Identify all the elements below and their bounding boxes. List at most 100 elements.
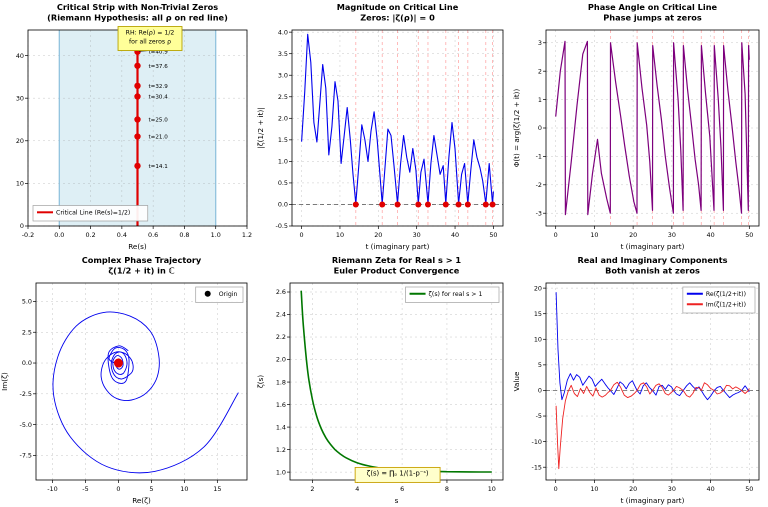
y-tick-label: 10 xyxy=(16,180,24,188)
zero-point xyxy=(134,133,141,140)
axes-frame xyxy=(35,282,248,481)
x-tick-label: 0.4 xyxy=(117,231,127,239)
zero-marker xyxy=(455,201,462,208)
zero-t-label: t=14.1 xyxy=(148,164,168,170)
legend-label: Origin xyxy=(219,291,238,298)
x-tick-label: 10 xyxy=(336,231,344,239)
x-tick-label: 1.0 xyxy=(211,231,221,239)
zero-point xyxy=(134,82,141,90)
y-tick-label: -5.0 xyxy=(20,421,32,429)
zero-marker xyxy=(464,201,471,208)
zeta-phase xyxy=(555,40,750,216)
y-tick-label: 2.6 xyxy=(276,288,286,296)
zero-t-label: t=30.4 xyxy=(148,94,168,100)
critical-strip-legend xyxy=(32,205,149,222)
x-axis-label: s xyxy=(395,496,399,505)
y-tick-label: 15 xyxy=(534,310,542,318)
components-title: Real and Imaginary Components xyxy=(577,255,727,265)
legend-marker xyxy=(204,290,211,297)
annotation-box xyxy=(354,466,441,483)
x-tick-label: 20 xyxy=(374,231,382,239)
origin-marker xyxy=(113,358,123,368)
y-tick-label: -2 xyxy=(536,181,542,189)
x-tick-label: 50 xyxy=(745,485,753,493)
zero-t-label: t=37.6 xyxy=(148,64,168,70)
critical-strip-plot: t=43.3t=40.9t=37.6t=32.9t=30.4t=25.0t=21… xyxy=(0,0,256,253)
legend-label: ζ(s) for real s > 1 xyxy=(429,291,483,298)
y-tick-label: 3.0 xyxy=(278,71,288,79)
x-tick-label: 40 xyxy=(707,485,715,493)
axes-frame xyxy=(545,282,760,481)
y-tick-label: 2 xyxy=(538,67,542,75)
legend-label: Im(ζ(1/2+it)) xyxy=(706,302,746,309)
x-tick-label: 50 xyxy=(745,231,753,239)
zeta-trajectory xyxy=(52,311,239,474)
zeta-real-subtitle: Euler Product Convergence xyxy=(334,266,460,276)
legend-label: Critical Line (Re(s)=1/2) xyxy=(56,210,130,217)
x-tick-label: 10 xyxy=(488,485,496,493)
x-axis-label: t (imaginary part) xyxy=(366,242,430,251)
y-tick-label: 30 xyxy=(16,94,24,102)
y-tick-label: 1.8 xyxy=(276,378,286,386)
trajectory-subtitle: ζ(1/2 + it) in ℂ xyxy=(108,266,174,276)
zero-point xyxy=(134,116,141,123)
x-tick-label: -5 xyxy=(82,485,88,493)
zero-marker xyxy=(415,201,422,208)
x-tick-label: 2 xyxy=(310,485,314,493)
magnitude-subtitle: Zeros: |ζ(ρ)| = 0 xyxy=(360,13,435,23)
y-tick-label: 0 xyxy=(538,124,542,132)
y-axis-label: |ζ(1/2 + it)| xyxy=(256,107,265,148)
x-tick-label: 10 xyxy=(590,485,598,493)
y-tick-label: 3.5 xyxy=(278,50,288,58)
y-axis-label: Φ(t) = arg(ζ(1/2 + it)) xyxy=(512,89,521,168)
magnitude-title: Magnitude on Critical Line xyxy=(337,2,459,12)
y-tick-label: 2.4 xyxy=(276,311,286,319)
x-tick-label: 0.6 xyxy=(148,231,158,239)
x-tick-label: 0 xyxy=(116,485,120,493)
x-tick-label: 1.2 xyxy=(242,231,252,239)
annotation-box xyxy=(117,26,183,51)
phase-title: Phase Angle on Critical Line xyxy=(588,2,718,12)
x-tick-label: 40 xyxy=(451,231,459,239)
y-tick-label: -1 xyxy=(536,153,542,161)
annotation-text: ζ(s) = ∏ₚ 1/(1-p⁻ˢ) xyxy=(367,469,429,477)
y-tick-label: 2.0 xyxy=(278,115,288,123)
y-tick-label: 0.0 xyxy=(22,359,32,367)
x-tick-label: 20 xyxy=(629,231,637,239)
x-tick-label: 30 xyxy=(668,485,676,493)
zeta-real-title: Riemann Zeta for Real s > 1 xyxy=(332,255,462,265)
y-tick-label: 3 xyxy=(538,39,542,47)
zero-marker xyxy=(394,201,401,208)
x-tick-label: 5 xyxy=(149,485,153,493)
im-zeta xyxy=(555,381,750,470)
zeta-real-plot: 2 4 6 8 10 1.0 1.2 1.4 1.6 1.8 2.0 2.2 2.4 2.6 Riemann… xyxy=(256,253,512,507)
x-tick-label: -0.2 xyxy=(22,231,34,239)
y-tick-label: -0.5 xyxy=(276,222,288,230)
x-tick-label: 0 xyxy=(554,231,558,239)
y-tick-label: -5 xyxy=(536,412,542,420)
zero-point xyxy=(134,162,141,170)
y-axis-label: Value xyxy=(512,371,521,391)
zeta-magnitude xyxy=(301,33,494,205)
y-tick-label: 0.5 xyxy=(278,179,288,187)
zero-marker xyxy=(489,201,496,208)
y-tick-label: -15 xyxy=(532,463,542,471)
zero-point xyxy=(134,62,141,69)
zero-t-label: t=25.0 xyxy=(148,117,168,123)
phase-plot: 0 10 20 30 40 50 -3 -2 -1 0 1 2 3 Phase Angle on Crit… xyxy=(512,0,768,253)
zero-marker xyxy=(482,201,489,208)
legend-label: Re(ζ(1/2+it)) xyxy=(706,291,746,298)
x-tick-label: 40 xyxy=(707,231,715,239)
y-tick-label: 5.0 xyxy=(22,298,32,306)
y-tick-label: 0 xyxy=(20,222,24,230)
components-legend xyxy=(682,286,756,314)
phase-subtitle: Phase jumps at zeros xyxy=(603,13,702,23)
x-axis-label: Re(ζ) xyxy=(132,496,151,505)
re-zeta xyxy=(555,292,750,401)
y-tick-label: 1.0 xyxy=(278,158,288,166)
zero-marker xyxy=(379,201,386,208)
y-tick-label: -10 xyxy=(532,438,542,446)
x-tick-label: 50 xyxy=(489,231,497,239)
y-tick-label: 1.2 xyxy=(276,446,286,454)
